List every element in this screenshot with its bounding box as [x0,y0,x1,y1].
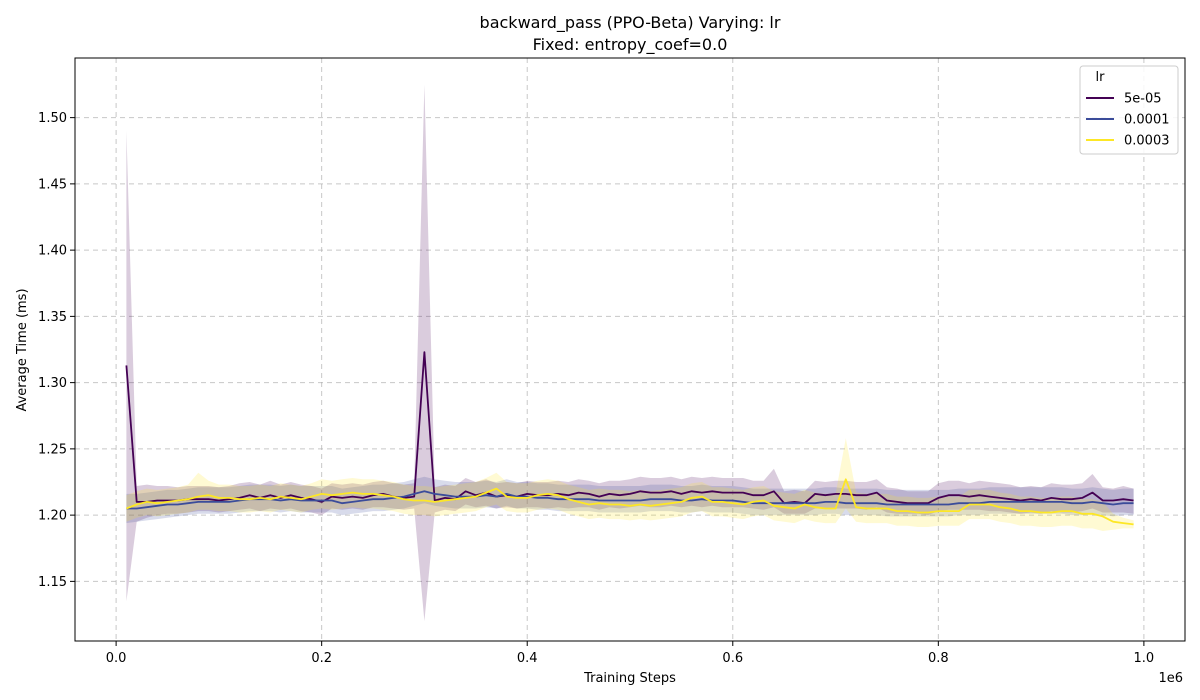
x-tick-label: 0.4 [517,651,538,666]
legend-title: lr [1096,70,1106,85]
x-tick-label: 0.8 [928,651,949,666]
x-tick-label: 1.0 [1134,651,1155,666]
legend-box [1079,65,1179,155]
y-tick-label: 1.40 [38,244,67,259]
confidence-band-5e-05 [126,84,1134,622]
series-line-0.0001 [126,490,1134,510]
series-lines [125,351,1134,526]
legend-items: 5e-05 0.0001 0.0003 [1086,92,1170,149]
plot-area-frame [74,57,1186,642]
y-tick-label: 1.45 [38,177,67,192]
y-tick-label: 1.35 [38,310,67,325]
series-line-0.0003 [126,478,1134,526]
y-tick-label: 1.30 [38,376,67,391]
y-tick-label: 1.50 [38,111,67,126]
y-tick-label: 1.15 [38,575,67,590]
y-axis-ticks: 1.15 1.20 1.25 1.30 1.35 1.40 1.45 1.50 [38,111,75,590]
legend-label-0.0003: 0.0003 [1124,134,1170,149]
legend-label-0.0001: 0.0001 [1124,113,1170,128]
series-line-5e-05 [125,351,1134,505]
x-tick-label: 0.0 [106,651,127,666]
legend: lr 5e-05 0.0001 0.0003 [1079,65,1179,155]
y-tick-label: 1.20 [38,509,67,524]
x-tick-label: 0.6 [722,651,743,666]
chart-subtitle: Fixed: entropy_coef=0.0 [533,35,728,55]
chart-title: backward_pass (PPO-Beta) Varying: lr [480,13,781,33]
x-axis-label: Training Steps [583,671,676,686]
x-tick-label: 0.2 [311,651,332,666]
grid [75,58,1185,641]
x-axis-offset-label: 1e6 [1158,671,1183,686]
y-axis-label: Average Time (ms) [15,288,30,411]
x-axis-ticks: 0.0 0.2 0.4 0.6 0.8 1.0 [106,641,1154,666]
legend-label-5e-05: 5e-05 [1124,92,1162,107]
y-tick-label: 1.25 [38,442,67,457]
